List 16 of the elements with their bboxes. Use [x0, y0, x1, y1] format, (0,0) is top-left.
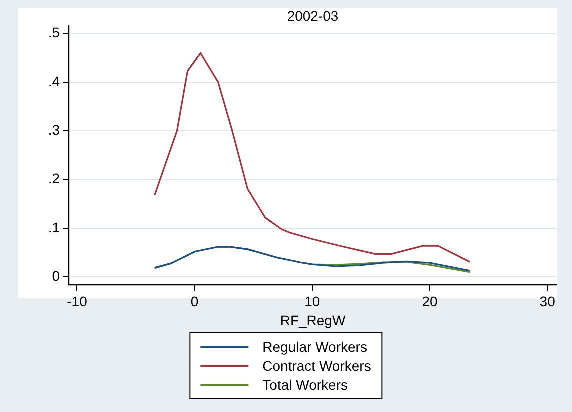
y-tick-label: .5 — [48, 24, 60, 41]
y-tick-label: .2 — [48, 170, 60, 187]
x-tick-label: 30 — [540, 293, 556, 310]
x-tick-label: -10 — [67, 293, 88, 310]
legend-label: Total Workers — [262, 376, 348, 392]
y-tick-label: 0 — [52, 268, 60, 284]
chart-title: 2002-03 — [287, 8, 339, 24]
x-tick-label: 10 — [304, 293, 320, 310]
x-axis-title: RF_RegW — [280, 312, 346, 328]
x-tick-label: 0 — [190, 293, 199, 310]
y-tick-label: .1 — [48, 219, 60, 236]
x-tick-label: 20 — [422, 293, 438, 310]
legend-label: Contract Workers — [262, 358, 372, 374]
legend-label: Regular Workers — [262, 338, 368, 354]
y-tick-label: .4 — [48, 73, 60, 90]
y-tick-label: .3 — [48, 122, 60, 138]
